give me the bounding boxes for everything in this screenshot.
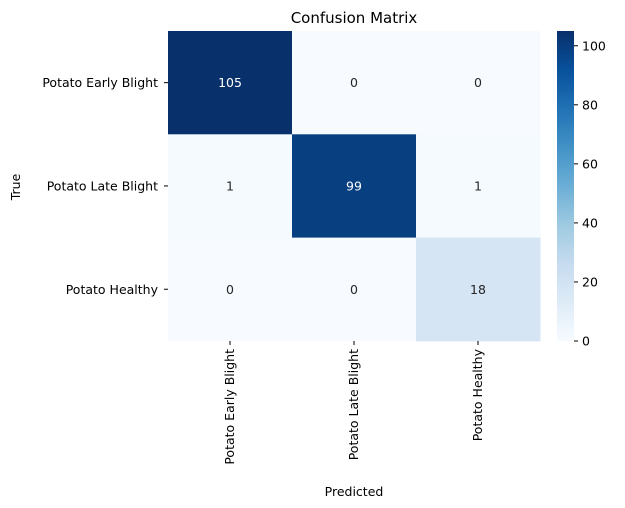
heatmap-cell xyxy=(292,134,417,239)
y-tick-label: Potato Early Blight xyxy=(42,75,158,90)
heatmap-cell xyxy=(416,237,541,342)
y-tick-label: Potato Late Blight xyxy=(47,178,158,193)
colorbar-tick-label: 100 xyxy=(582,38,606,53)
heatmap-cell xyxy=(168,134,293,239)
y-axis: Potato Early Blight Potato Late Blight Pot… xyxy=(42,75,168,297)
cell-value-label: 1 xyxy=(474,178,482,193)
x-tick-label: Potato Healthy xyxy=(470,348,485,441)
heatmap-cell xyxy=(168,237,293,342)
cell-value-label: 0 xyxy=(350,75,358,90)
cell-value-label: 18 xyxy=(470,282,486,297)
x-tick-label: Potato Early Blight xyxy=(222,349,237,465)
cell-value-label: 0 xyxy=(350,282,358,297)
heatmap-cell xyxy=(292,237,417,342)
colorbar xyxy=(557,31,574,341)
heatmap-cells: 105 0 0 1 99 1 0 0 18 xyxy=(168,31,541,342)
colorbar-tick-label: 0 xyxy=(582,334,590,349)
colorbar-tick-label: 20 xyxy=(582,274,598,289)
colorbar-axis: 0 20 40 60 80 100 xyxy=(574,38,606,349)
heatmap-cell xyxy=(416,134,541,239)
y-axis-label: True xyxy=(8,173,23,201)
cell-value-label: 0 xyxy=(474,75,482,90)
cell-value-label: 1 xyxy=(226,178,234,193)
colorbar-tick-label: 80 xyxy=(582,97,598,112)
x-tick-label: Potato Late Blight xyxy=(346,349,361,460)
heatmap-cell xyxy=(168,31,293,135)
y-tick-label: Potato Healthy xyxy=(66,282,159,297)
x-axis-label: Predicted xyxy=(325,484,384,499)
cell-value-label: 99 xyxy=(346,178,362,193)
colorbar-tick-label: 60 xyxy=(582,156,598,171)
heatmap-cell xyxy=(416,31,541,135)
cell-value-label: 0 xyxy=(226,282,234,297)
colorbar-tick-label: 40 xyxy=(582,215,598,230)
heatmap-cell xyxy=(292,31,417,135)
cell-value-label: 105 xyxy=(218,75,242,90)
x-axis: Potato Early Blight Potato Late Blight Pot… xyxy=(222,341,485,465)
chart-title: Confusion Matrix xyxy=(291,9,418,27)
